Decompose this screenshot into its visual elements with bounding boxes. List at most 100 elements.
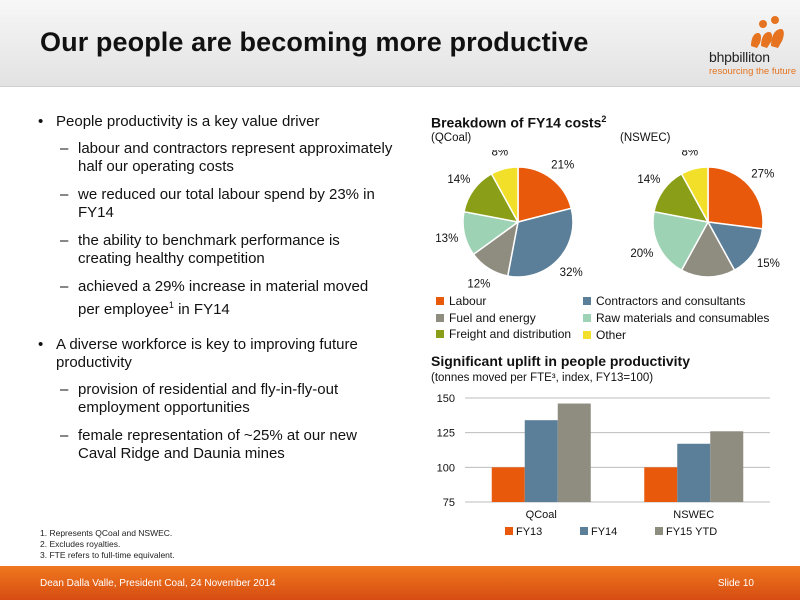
sub-bullet-item: – achieved a 29% increase in material mov… — [38, 278, 393, 320]
legend-label: Labour — [449, 294, 487, 308]
pie-value-label: 8% — [491, 150, 508, 158]
legend-labour: Labour — [436, 294, 486, 308]
header-divider — [0, 86, 800, 87]
sub-bullet-item: – labour and contractors represent approx… — [38, 140, 393, 177]
legend-swatch — [436, 313, 444, 322]
legend-swatch — [505, 527, 513, 535]
slice-fuel — [680, 220, 736, 278]
logo-tagline: resourcing the future — [709, 66, 797, 77]
bar-fy14 — [677, 443, 711, 502]
bar-fy13 — [644, 467, 678, 502]
legend-label: Fuel and energy — [449, 311, 536, 325]
sub-bullet-item: – provision of residential and fly-in-fly… — [38, 381, 393, 418]
bullet-item: • People productivity is a key value driv… — [38, 113, 393, 132]
pie-value-label: 15% — [757, 258, 780, 270]
footnote: 1. Represents QCoal and NSWEC. — [40, 528, 173, 538]
legend-other: Other — [583, 328, 626, 342]
slice-contractors — [506, 207, 574, 278]
slice-contractors — [706, 221, 764, 272]
bullet-item: • A diverse workforce is key to improving… — [38, 336, 393, 373]
pie-value-label: 27% — [751, 169, 774, 181]
bar-fy15-ytd — [710, 431, 744, 502]
bar-chart-title: Significant uplift in people productivit… — [431, 353, 690, 369]
pie-value-label: 21% — [551, 159, 574, 171]
legend-swatch — [583, 296, 591, 305]
pie-value-label: 14% — [447, 174, 470, 186]
bullet-text: achieved a 29% increase in material move… — [78, 277, 369, 319]
bullet-text: female representation of ~25% at our new… — [78, 426, 357, 463]
bullet-text: we reduced our total labour spend by 23%… — [78, 185, 375, 222]
legend-label: Other — [596, 328, 627, 342]
pie-chart-qcoal: 21% 32% 12% 13% 14% 8% — [435, 150, 583, 290]
slide-header — [0, 0, 800, 86]
pie-title-text: Breakdown of FY14 costs — [431, 114, 602, 131]
pie-value-label: 14% — [637, 174, 660, 186]
slice-labour — [707, 166, 764, 230]
slice-other — [490, 166, 519, 223]
y-tick-label: 125 — [437, 428, 455, 440]
bar-chart-subtitle: (tonnes moved per FTE³, index, FY13=100) — [431, 372, 654, 384]
pie-section-title: Breakdown of FY14 costs2 — [431, 114, 606, 131]
legend-label: FY15 YTD — [666, 526, 717, 538]
legend-label: FY14 — [591, 526, 617, 538]
bar-fy15-ytd — [557, 403, 591, 502]
bullet-text: labour and contractors represent approxi… — [78, 139, 393, 176]
x-category-label: QCoal — [526, 509, 557, 521]
pie-value-label: 8% — [681, 150, 698, 158]
slide-title: Our people are becoming more productive — [40, 27, 589, 57]
bullet-marker: • — [38, 335, 44, 353]
sub-bullet-item: – female representation of ~25% at our ne… — [38, 427, 393, 464]
footnotes: 1. Represents QCoal and NSWEC. 2. Exclud… — [40, 528, 175, 561]
legend-swatch — [580, 527, 588, 535]
legend-fuel: Fuel and energy — [436, 311, 536, 325]
bullet-list: • People productivity is a key value driv… — [38, 113, 393, 473]
dash-marker: – — [60, 277, 69, 295]
y-tick-label: 75 — [443, 497, 455, 509]
legend-freight: Freight and distribution — [436, 327, 571, 341]
slide-footer: Dean Dalla Valle, President Coal, 24 Nov… — [0, 566, 800, 600]
dash-marker: – — [60, 380, 69, 398]
x-category-label: NSWEC — [673, 509, 714, 521]
bullet-text: People productivity is a key value drive… — [56, 113, 320, 130]
sub-bullet-item: – we reduced our total labour spend by 23… — [38, 186, 393, 223]
footnote-ref: 2 — [601, 114, 607, 124]
pie-value-label: 32% — [560, 267, 583, 279]
dash-marker: – — [60, 231, 69, 249]
legend-raw-materials: Raw materials and consumables — [583, 311, 769, 325]
footer-presenter: Dean Dalla Valle, President Coal, 24 Nov… — [40, 578, 276, 589]
bullet-text: provision of residential and fly-in-fly-… — [78, 380, 339, 417]
footnote-ref: 1 — [168, 300, 174, 310]
pie-chart-nswec: 27%15%16%20%14%8% — [630, 150, 780, 278]
sub-bullet-item: – the ability to benchmark performance is… — [38, 232, 393, 269]
bullet-text: A diverse workforce is key to improving … — [56, 335, 358, 372]
legend-label: Contractors and consultants — [596, 294, 746, 308]
footnote: 3. FTE refers to full-time equivalent. — [40, 550, 175, 560]
y-tick-label: 100 — [437, 462, 455, 474]
slice-labour — [517, 166, 573, 223]
dash-marker: – — [60, 426, 69, 444]
legend-swatch — [436, 329, 444, 338]
slice-other — [680, 166, 709, 223]
legend-swatch — [436, 296, 444, 305]
y-tick-label: 150 — [437, 393, 455, 405]
pie-value-label: 12% — [467, 279, 490, 290]
bhp-logo-icon — [751, 16, 784, 48]
footnote: 2. Excludes royalties. — [40, 539, 121, 549]
legend-swatch — [655, 527, 663, 535]
legend-label: FY13 — [516, 526, 542, 538]
legend-swatch — [583, 330, 591, 339]
legend-contractors: Contractors and consultants — [583, 294, 745, 308]
bullet-text-after: in FY14 — [173, 301, 230, 318]
bullet-marker: • — [38, 113, 44, 130]
pie-label-qcoal: (QCoal) — [431, 132, 472, 144]
dash-marker: – — [60, 185, 69, 203]
pie-label-nswec: (NSWEC) — [620, 132, 671, 144]
bar-chart-productivity: 75 100 125 150 QCoal NSWEC FY13 FY14 FY15 YTD — [437, 393, 770, 538]
pie-value-label: 20% — [630, 248, 653, 260]
pie-value-label: 13% — [435, 233, 458, 245]
bar-fy13 — [491, 467, 525, 502]
dash-marker: – — [60, 139, 69, 157]
bar-fy14 — [524, 420, 558, 502]
legend-swatch — [583, 313, 591, 322]
legend-label: Freight and distribution — [449, 327, 572, 341]
